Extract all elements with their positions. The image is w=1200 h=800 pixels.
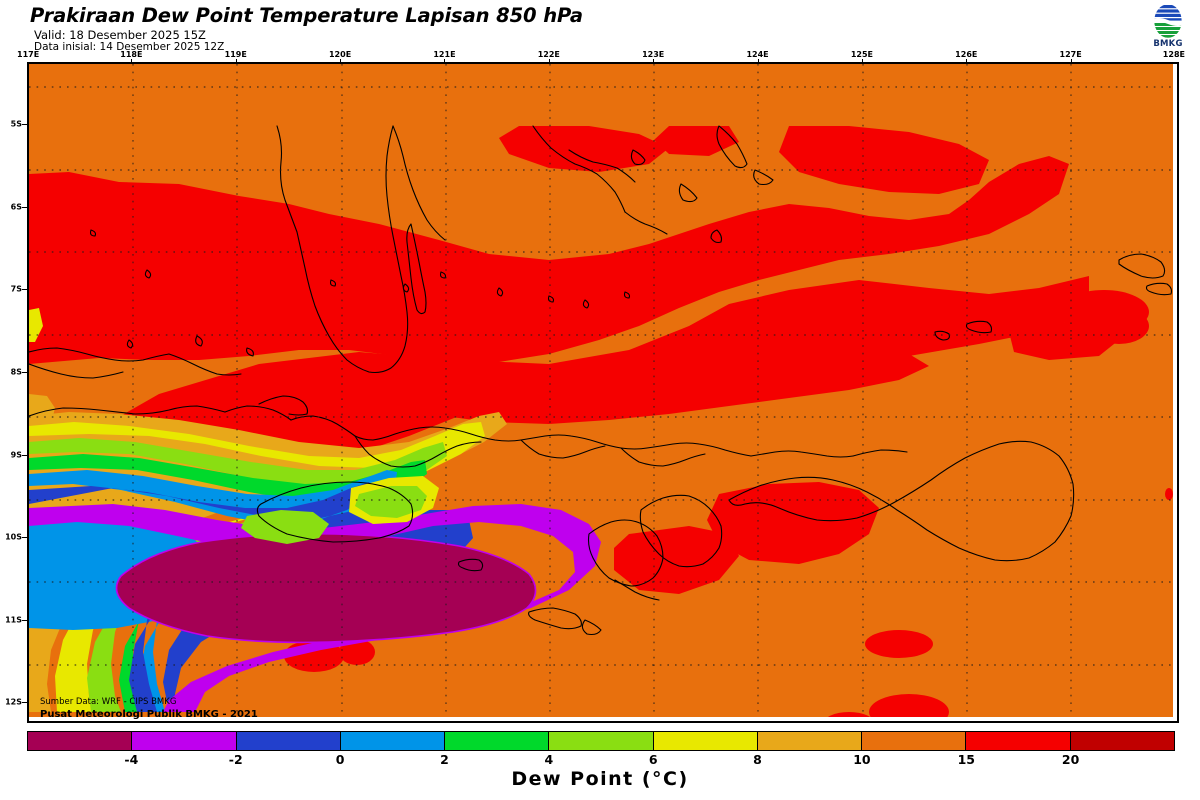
map-canvas — [29, 64, 1173, 717]
y-axis-label: 7S — [10, 284, 22, 294]
header: Prakiraan Dew Point Temperature Lapisan … — [0, 0, 1200, 56]
field-sliver-yellow — [29, 308, 43, 342]
y-axis-tick — [22, 371, 27, 373]
y-axis-tick — [22, 537, 27, 539]
y-axis-label: 11S — [5, 615, 22, 625]
colorbar-segment[interactable] — [653, 732, 758, 750]
page-title: Prakiraan Dew Point Temperature Lapisan … — [30, 4, 583, 27]
colorbar-segment[interactable] — [340, 732, 446, 750]
y-axis-label: 6S — [10, 202, 22, 212]
colorbar-ticks: -4 -2 0 2 4 6 8 10 15 20 — [27, 752, 1175, 768]
y-axis-label: 9S — [10, 450, 22, 460]
x-axis-label: 128E — [1162, 50, 1185, 59]
colorbar-segment[interactable] — [132, 732, 237, 750]
colorbar-tick-label: 20 — [1061, 752, 1080, 767]
bmkg-logo: BMKG — [1142, 3, 1194, 53]
y-axis-tick — [22, 123, 27, 125]
y-axis-tick — [22, 206, 27, 208]
x-axis-label: 124E — [746, 50, 769, 59]
field-band-m6-m4 — [116, 533, 536, 643]
publisher-label: Pusat Meteorologi Publik BMKG - 2021 — [40, 709, 258, 720]
x-axis-label: 118E — [120, 50, 143, 59]
y-axis-tick — [22, 619, 27, 621]
x-axis-label: 125E — [850, 50, 873, 59]
y-axis-tick — [22, 454, 27, 456]
colorbar-tick-label: 4 — [544, 752, 554, 767]
colorbar-segment[interactable] — [757, 732, 863, 750]
x-axis-label: 120E — [328, 50, 352, 59]
colorbar-tick-label: -2 — [228, 752, 243, 767]
bmkg-logo-icon — [1153, 3, 1183, 39]
field-lobe-green-west — [241, 510, 329, 544]
y-axis-label: 5S — [10, 119, 22, 129]
initial-data-label: Data inisial: 14 Desember 2025 12Z — [34, 41, 225, 53]
bmkg-logo-label: BMKG — [1153, 39, 1183, 49]
colorbar-segment[interactable] — [236, 732, 341, 750]
x-axis-label: 122E — [537, 50, 560, 59]
x-axis-tick — [861, 59, 863, 63]
x-axis-tick — [444, 59, 446, 63]
colorbar-tick-label: -4 — [124, 752, 139, 767]
coastlines — [29, 125, 1173, 636]
x-axis-label: 119E — [224, 50, 247, 59]
x-axis-label: 126E — [955, 50, 978, 59]
x-axis-label: 127E — [1059, 50, 1082, 59]
y-axis-label: 12S — [5, 697, 22, 707]
valid-time-label: Valid: 18 Desember 2025 15Z — [34, 28, 206, 42]
y-axis-label: 8S — [10, 367, 22, 377]
colorbar-tick-label: 10 — [853, 752, 871, 767]
colorbar-tick-label: 2 — [440, 752, 449, 767]
colorbar-segment[interactable] — [1070, 732, 1174, 750]
colorbar[interactable] — [27, 731, 1175, 751]
grid-lines — [29, 64, 1173, 717]
colorbar-segment[interactable] — [445, 732, 550, 750]
colorbar-tick-label: 8 — [753, 752, 762, 767]
colorbar-tick-label: 15 — [957, 752, 975, 767]
field-band-15-20 — [29, 126, 1173, 717]
colorbar-segment[interactable] — [28, 732, 133, 750]
x-axis-tick — [653, 59, 655, 63]
data-source-label: Sumber Data: WRF - CIPS BMKG — [40, 697, 177, 707]
colorbar-tick-label: 6 — [648, 752, 658, 767]
colorbar-segment[interactable] — [862, 732, 967, 750]
x-axis-tick — [131, 59, 133, 63]
x-axis-label: 123E — [642, 50, 665, 59]
y-axis-tick — [22, 289, 27, 291]
colorbar-segment[interactable] — [966, 732, 1071, 750]
x-axis-label: 117E — [17, 50, 40, 59]
y-axis-label: 10S — [5, 532, 22, 542]
x-axis-tick — [1070, 59, 1072, 63]
x-axis-tick — [235, 59, 237, 63]
colorbar-title: Dew Point (°C) — [511, 768, 689, 790]
forecast-map[interactable]: Sumber Data: WRF - CIPS BMKG Pusat Meteo… — [27, 62, 1179, 723]
x-axis-label: 121E — [433, 50, 456, 59]
y-axis-tick — [22, 702, 27, 704]
x-axis-tick — [757, 59, 759, 63]
x-axis-tick — [548, 59, 550, 63]
x-axis-tick — [966, 59, 968, 63]
colorbar-tick-label: 0 — [335, 752, 345, 767]
field-lobe-green-sumbawa — [355, 486, 427, 518]
x-axis-tick — [340, 59, 342, 63]
colorbar-segment[interactable] — [549, 732, 654, 750]
